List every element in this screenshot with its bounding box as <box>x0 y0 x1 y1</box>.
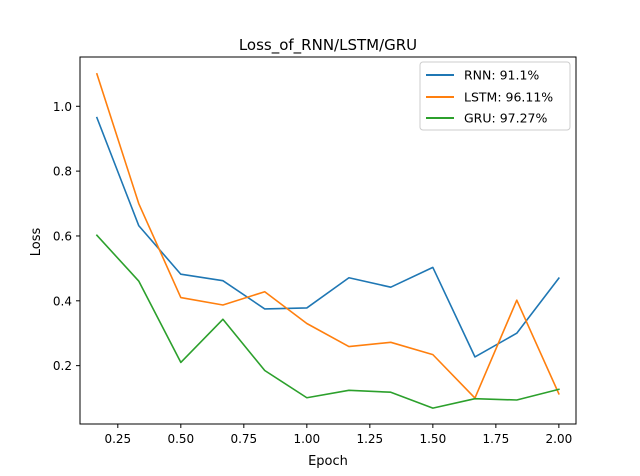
y-tick-label: 0.6 <box>53 229 72 243</box>
legend-label-lstm: LSTM: 96.11% <box>464 90 553 105</box>
y-tick-label: 0.8 <box>53 165 72 179</box>
x-tick-label: 0.75 <box>230 432 257 446</box>
series-line-gru <box>95 234 560 409</box>
series-line-lstm <box>95 72 560 399</box>
x-tick-label: 2.00 <box>546 432 573 446</box>
y-axis-label: Loss <box>29 228 44 257</box>
x-tick-label: 1.50 <box>419 432 446 446</box>
legend-box <box>419 61 571 131</box>
legend-label-gru: GRU: 97.27% <box>464 111 547 126</box>
x-tick-label: 1.25 <box>356 432 383 446</box>
y-tick-label: 0.4 <box>53 294 72 308</box>
y-tick-label: 0.2 <box>53 359 72 373</box>
x-tick-label: 1.75 <box>482 432 509 446</box>
x-axis: 0.25 0.50 0.75 1.00 1.25 1.50 1.75 2.00 <box>104 424 572 446</box>
x-tick-label: 0.50 <box>167 432 194 446</box>
legend-label-rnn: RNN: 91.1% <box>464 68 539 83</box>
plot-frame <box>79 56 577 425</box>
x-axis-label: Epoch <box>308 454 348 469</box>
y-tick-label: 1.0 <box>53 100 72 114</box>
legend: RNN: 91.1% LSTM: 96.11% GRU: 97.27% <box>419 61 571 131</box>
x-tick-label: 0.25 <box>104 432 131 446</box>
plot-area <box>95 72 560 409</box>
x-tick-label: 1.00 <box>293 432 320 446</box>
y-axis: 0.2 0.4 0.6 0.8 1.0 <box>53 100 80 373</box>
series-line-rnn <box>95 116 560 358</box>
chart-title: Loss_of_RNN/LSTM/GRU <box>239 36 417 55</box>
